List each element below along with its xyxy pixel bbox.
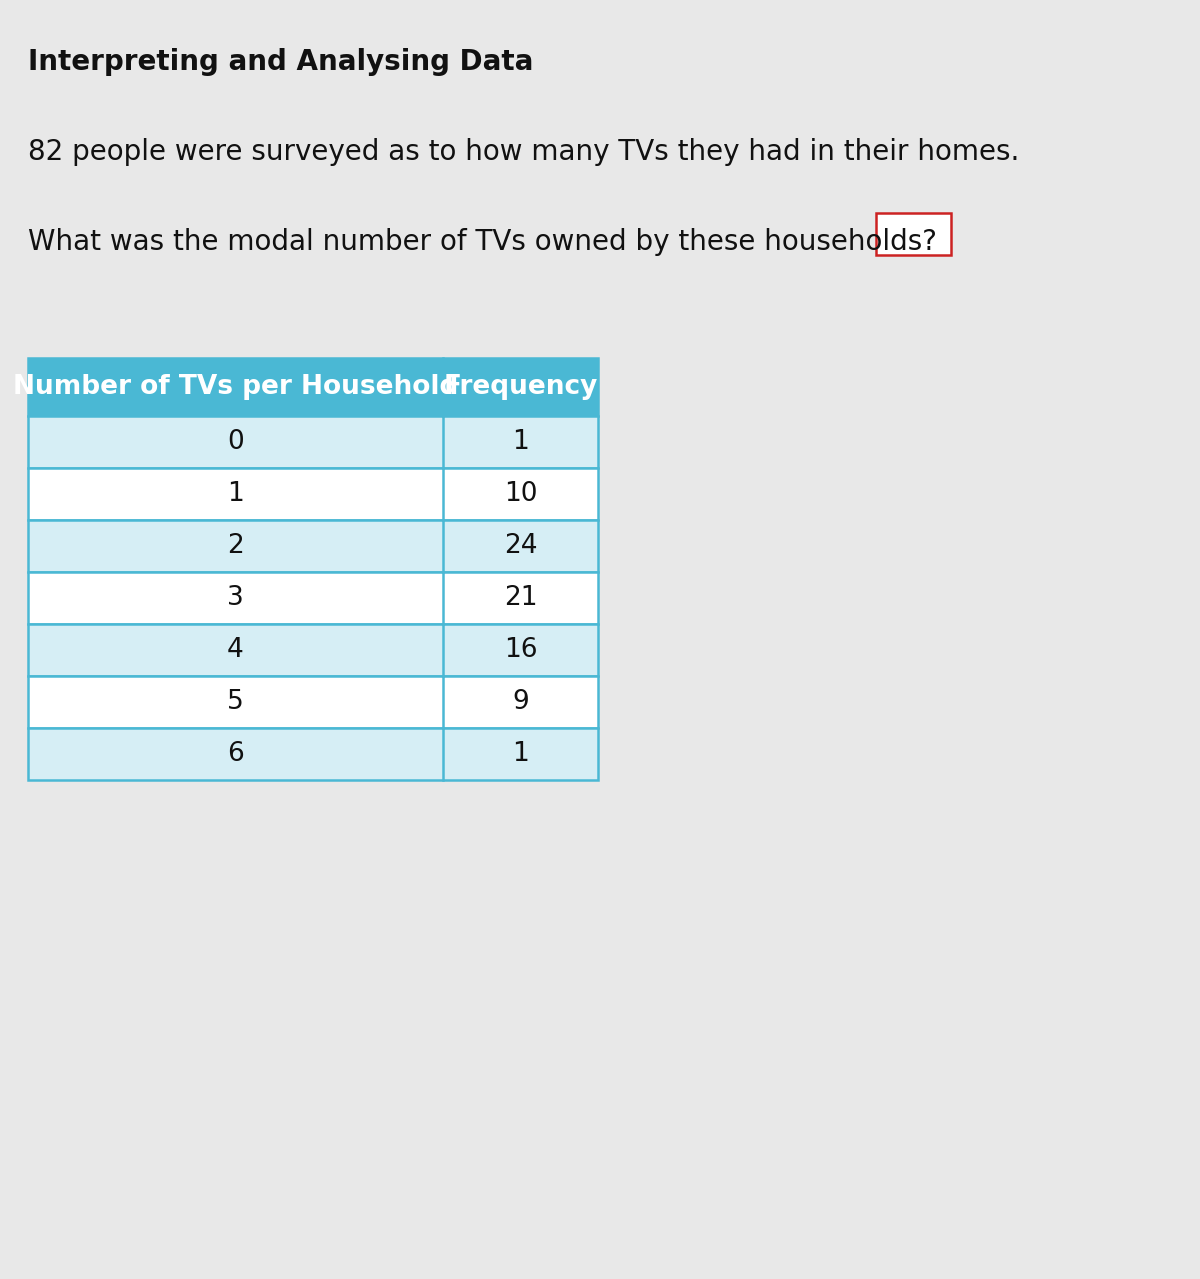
Text: 0: 0	[227, 428, 244, 455]
Text: 10: 10	[504, 481, 538, 506]
Text: Frequency: Frequency	[443, 373, 598, 400]
FancyBboxPatch shape	[28, 521, 598, 572]
Text: 1: 1	[512, 741, 529, 767]
FancyBboxPatch shape	[28, 358, 598, 416]
Text: 24: 24	[504, 533, 538, 559]
Text: Number of TVs per Household: Number of TVs per Household	[13, 373, 458, 400]
Text: 9: 9	[512, 689, 529, 715]
Text: 21: 21	[504, 585, 538, 611]
Text: 2: 2	[227, 533, 244, 559]
Text: 82 people were surveyed as to how many TVs they had in their homes.: 82 people were surveyed as to how many T…	[28, 138, 1019, 166]
Text: 1: 1	[227, 481, 244, 506]
FancyBboxPatch shape	[28, 572, 598, 624]
FancyBboxPatch shape	[28, 677, 598, 728]
Text: 1: 1	[512, 428, 529, 455]
Text: 16: 16	[504, 637, 538, 663]
Text: What was the modal number of TVs owned by these households?: What was the modal number of TVs owned b…	[28, 228, 937, 256]
Text: 3: 3	[227, 585, 244, 611]
Text: Interpreting and Analysing Data: Interpreting and Analysing Data	[28, 49, 533, 75]
FancyBboxPatch shape	[28, 468, 598, 521]
Text: 6: 6	[227, 741, 244, 767]
FancyBboxPatch shape	[28, 624, 598, 677]
FancyBboxPatch shape	[28, 728, 598, 780]
Text: 5: 5	[227, 689, 244, 715]
Text: 4: 4	[227, 637, 244, 663]
FancyBboxPatch shape	[28, 416, 598, 468]
FancyBboxPatch shape	[876, 214, 952, 255]
